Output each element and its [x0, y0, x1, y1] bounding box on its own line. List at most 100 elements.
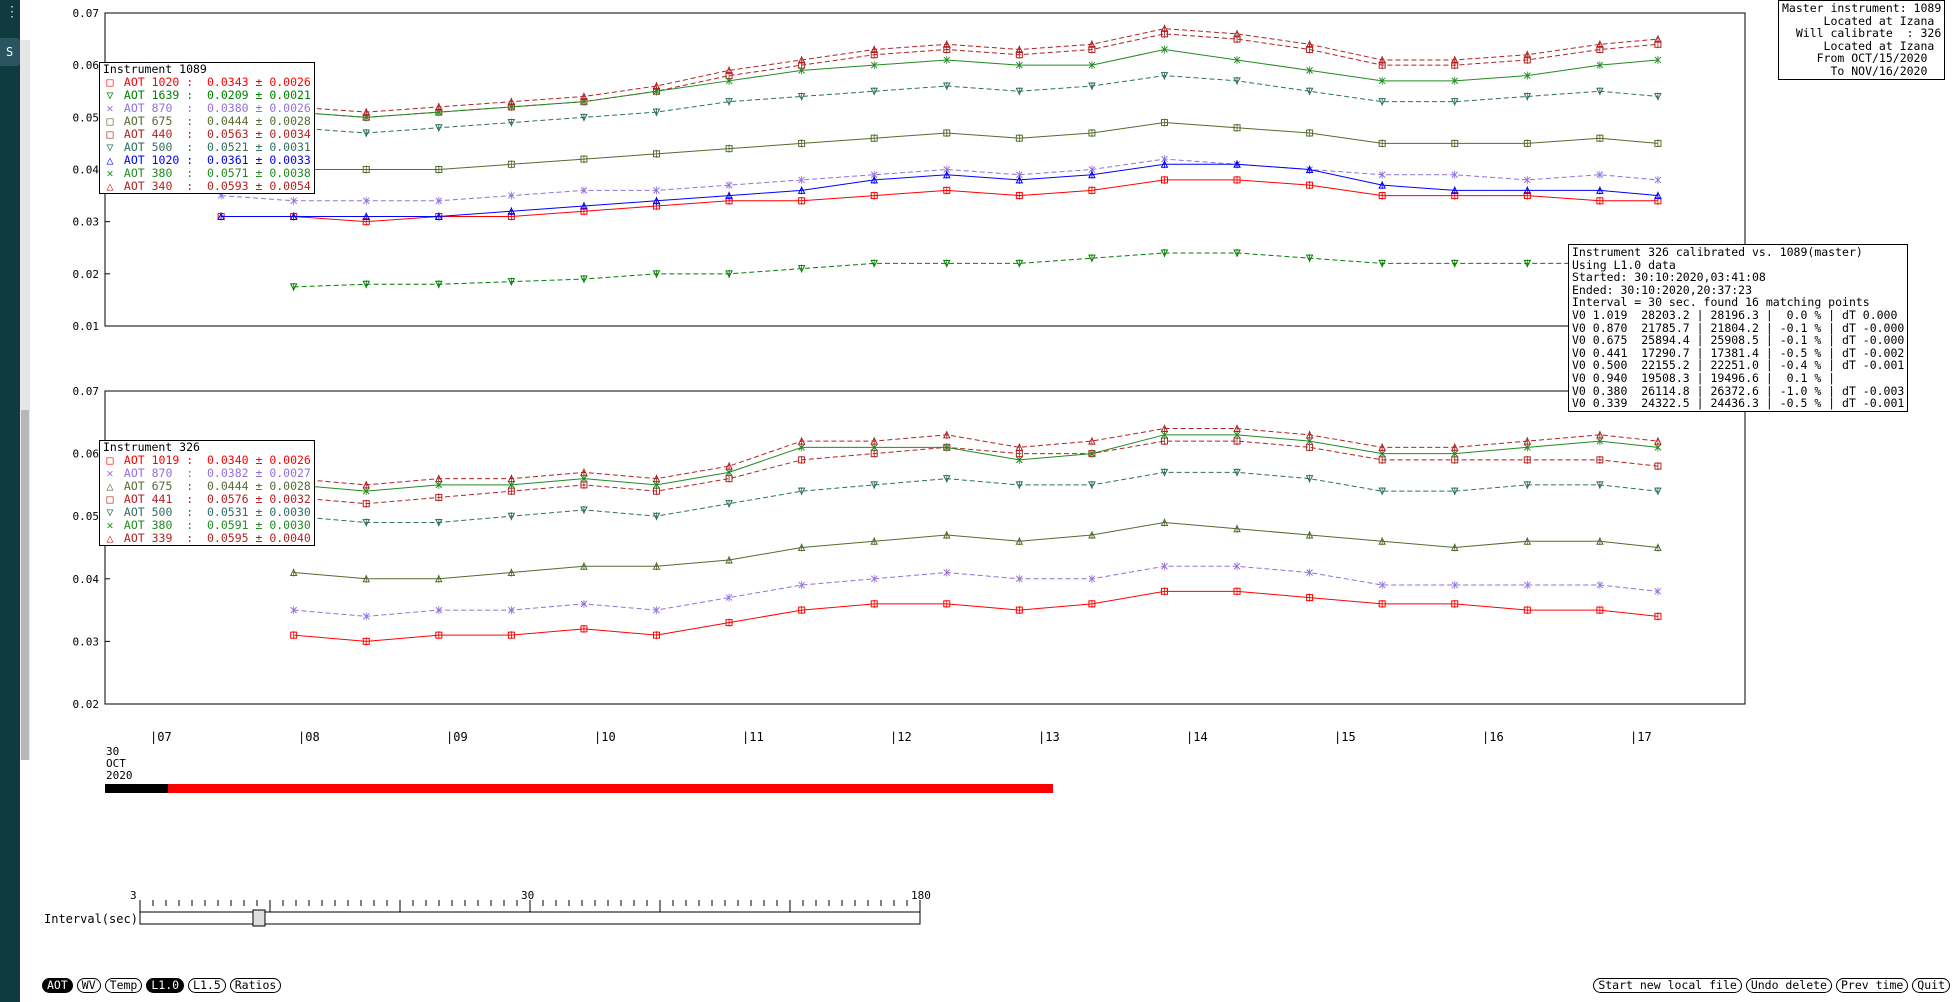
legend-entry[interactable]: ▽ AOT 500 : 0.0531 ± 0.0030 [103, 506, 311, 519]
button-quit[interactable]: Quit [1912, 978, 1950, 993]
triangle-down-marker [1523, 481, 1532, 490]
square-marker [1523, 606, 1531, 614]
cross-marker [725, 594, 733, 601]
legend-entry[interactable]: □ AOT 1019 : 0.0340 ± 0.0026 [103, 454, 311, 467]
legend-entry[interactable]: □ AOT 441 : 0.0576 ± 0.0032 [103, 493, 311, 506]
triangle-marker [1523, 537, 1532, 545]
series-line [221, 158, 1658, 202]
series-line [221, 33, 1658, 118]
cross-marker [1596, 581, 1604, 589]
info-line: Started: 30:10:2020,03:41:08 [1572, 270, 1766, 285]
menu-dots-icon[interactable]: ⋮ [5, 4, 19, 20]
square-marker [435, 166, 443, 173]
triangle-down-marker [1015, 481, 1024, 490]
legend-entry[interactable]: ✕ AOT 380 : 0.0591 ± 0.0030 [103, 519, 311, 532]
triangle-down-marker [1654, 92, 1662, 101]
cross-marker [1015, 61, 1023, 69]
cross-marker [1451, 450, 1459, 457]
legend-label: AOT 440 : 0.0563 ± 0.0034 [117, 127, 311, 141]
button-aot[interactable]: AOT [42, 978, 73, 993]
triangle-marker [1450, 543, 1459, 551]
x-tick-label: |15 [1334, 730, 1356, 744]
cross-marker [870, 443, 878, 451]
cross-marker [798, 67, 805, 74]
legend-entry[interactable]: □ AOT 440 : 0.0563 ± 0.0034 [103, 128, 311, 141]
triangle-marker [434, 574, 443, 583]
button-wv[interactable]: WV [76, 978, 101, 993]
triangle-marker [725, 66, 733, 74]
sidebar-tab[interactable]: S [0, 38, 22, 66]
cross-marker [1233, 562, 1241, 570]
cross-marker [798, 443, 805, 451]
button-l1-0[interactable]: L1.0 [146, 978, 185, 993]
legend-entry[interactable]: △ AOT 339 : 0.0595 ± 0.0040 [103, 532, 311, 545]
vertical-scrollbar[interactable] [20, 40, 30, 760]
triangle-marker [580, 92, 588, 100]
legend-entry[interactable]: □ AOT 1020 : 0.0343 ± 0.0026 [103, 76, 311, 89]
button-temp[interactable]: Temp [104, 978, 143, 993]
cross-marker [653, 606, 660, 614]
triangle-marker [362, 574, 371, 583]
cross-marker [435, 197, 443, 205]
triangle-down-marker [870, 481, 879, 490]
triangle-marker [942, 170, 951, 179]
info-line: Using L1.0 data [1572, 257, 1676, 272]
legend-entry[interactable]: △ AOT 340 : 0.0593 ± 0.0054 [103, 180, 311, 193]
square-marker [580, 155, 588, 163]
coverage-bar-red [168, 784, 1053, 793]
y-tick-label: 0.04 [73, 573, 100, 586]
legend-entry[interactable]: ✕ AOT 870 : 0.0380 ± 0.0026 [103, 102, 311, 115]
square-marker [507, 160, 515, 168]
cross-marker [1088, 450, 1096, 457]
x-tick-label: |14 [1186, 730, 1208, 744]
info-line: Will calibrate : 326 [1782, 26, 1942, 41]
cross-marker [1088, 61, 1096, 69]
triangle-down-marker [1160, 468, 1169, 477]
triangle-down-marker [1088, 481, 1096, 490]
legend-entry[interactable]: ▽ AOT 500 : 0.0521 ± 0.0031 [103, 141, 311, 154]
square-marker [1378, 600, 1386, 608]
triangle-down-marker [1160, 249, 1169, 258]
legend-label: AOT 500 : 0.0521 ± 0.0031 [117, 140, 311, 154]
x-tick-label: |07 [150, 730, 172, 744]
triangle-down-marker [1378, 98, 1386, 106]
cross-marker [1233, 431, 1241, 439]
cross-marker [1306, 67, 1313, 74]
scrollbar-thumb[interactable] [21, 410, 29, 760]
legend-entry[interactable]: ▽ AOT 1639 : 0.0209 ± 0.0021 [103, 89, 311, 102]
triangle-marker [217, 212, 225, 220]
x-tick-label: |16 [1482, 730, 1504, 744]
square-marker [1306, 594, 1314, 602]
info-line: Master instrument: 1089 [1782, 1, 1942, 15]
triangle-marker [1160, 424, 1169, 433]
legend-entry[interactable]: ✕ AOT 870 : 0.0382 ± 0.0027 [103, 467, 311, 480]
triangle-down-marker [942, 259, 951, 268]
triangle-down-marker [652, 512, 661, 521]
cross-marker [580, 475, 588, 482]
cross-marker [1015, 575, 1023, 583]
legend-entry[interactable]: ✕ AOT 380 : 0.0571 ± 0.0038 [103, 167, 311, 180]
interval-slider-handle[interactable] [252, 909, 266, 927]
triangle-marker [1305, 430, 1314, 439]
square-marker [362, 637, 370, 645]
button-prev-time[interactable]: Prev time [1835, 978, 1909, 993]
triangle-down-marker [942, 82, 951, 91]
legend-entry[interactable]: △ AOT 675 : 0.0444 ± 0.0028 [103, 480, 311, 493]
square-marker [943, 129, 951, 137]
legend-entry[interactable]: △ AOT 1020 : 0.0361 ± 0.0033 [103, 154, 311, 167]
button-undo-delete[interactable]: Undo delete [1745, 978, 1832, 993]
button-start-new-local-file[interactable]: Start new local file [1593, 978, 1742, 993]
legend-entry[interactable]: □ AOT 675 : 0.0444 ± 0.0028 [103, 115, 311, 128]
cross-marker [1451, 581, 1459, 589]
series-line [221, 28, 1658, 113]
button-ratios[interactable]: Ratios [229, 978, 282, 993]
triangle-marker [870, 175, 879, 184]
right-button-group: Start new local file Undo delete Prev time… [1593, 978, 1950, 993]
square-marker [1654, 139, 1662, 147]
triangle-marker [1160, 518, 1169, 526]
square-marker [1015, 606, 1023, 614]
button-l1-5[interactable]: L1.5 [188, 978, 226, 993]
square-marker [1306, 129, 1314, 137]
triangle-marker [1450, 55, 1459, 64]
x-tick-label: |10 [594, 730, 616, 744]
